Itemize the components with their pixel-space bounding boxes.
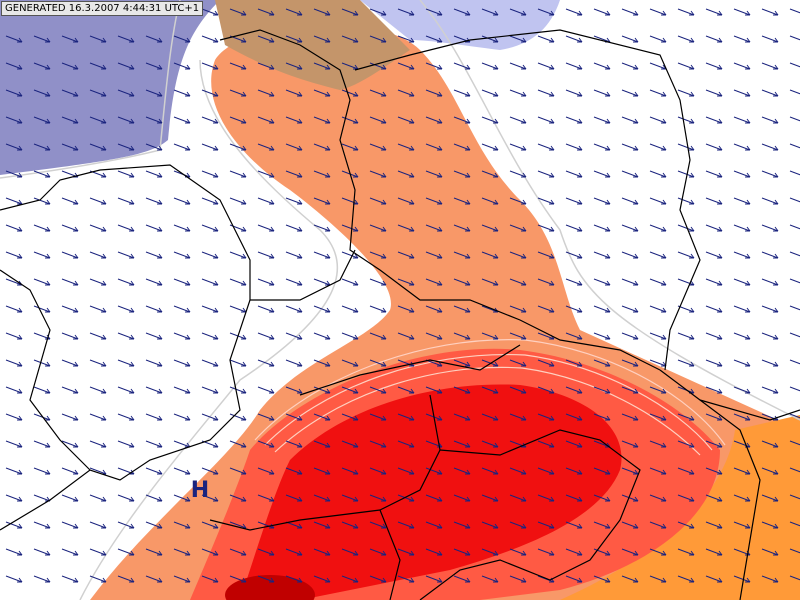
pressure-label: H [191, 478, 209, 503]
borders [0, 29, 800, 600]
generated-stamp: GENERATED 16.3.2007 4:44:31 UTC+1 [1, 1, 204, 16]
